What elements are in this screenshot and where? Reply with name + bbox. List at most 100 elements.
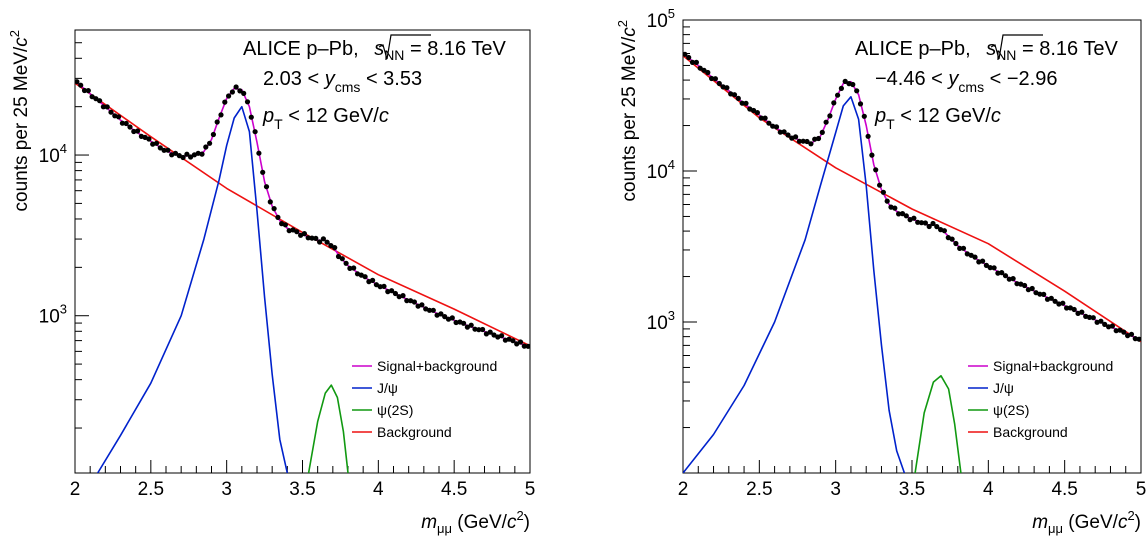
y-tick-label: 104: [39, 141, 67, 167]
x-tick-label: 4: [983, 479, 994, 500]
x-tick-label: 4.5: [441, 479, 467, 500]
annotation-pt-right: < 12 GeV/: [283, 105, 380, 127]
data-point: [842, 78, 848, 84]
data-point: [892, 205, 898, 211]
data-point: [517, 339, 524, 345]
y-axis-title: counts per 25 MeV/c2: [615, 20, 640, 202]
data-point: [271, 206, 277, 212]
data-point: [991, 265, 997, 271]
data-point: [754, 110, 761, 116]
data-point: [762, 115, 768, 121]
data-point: [781, 129, 787, 135]
data-point: [999, 270, 1005, 276]
data-point: [1010, 276, 1016, 282]
data-point: [1079, 309, 1085, 315]
y-axis-title-main: counts per 25 MeV/: [619, 36, 640, 201]
x-tick-label: 2: [70, 479, 81, 500]
data-point: [689, 59, 696, 65]
annotation-rap-left: 2.03 <: [263, 68, 325, 90]
annotation-pt-unit: c: [379, 105, 389, 127]
data-point: [226, 93, 232, 99]
y-tick-base: 10: [39, 307, 60, 328]
annotation-pt-var: p: [874, 105, 886, 127]
x-axis-title: mμμ (GeV/c2): [1032, 508, 1141, 536]
data-point: [1048, 295, 1054, 301]
legend-label-jpsi: J/ψ: [993, 380, 1014, 396]
data-point: [827, 113, 833, 119]
annotation-line3: pT < 12 GeV/c: [874, 105, 1001, 132]
data-point: [683, 51, 688, 57]
data-point: [525, 343, 530, 349]
data-point: [472, 326, 478, 332]
x-axis-title-sub: μμ: [437, 521, 452, 536]
data-point: [731, 92, 738, 98]
data-point: [899, 211, 906, 217]
data-point: [411, 299, 417, 305]
y-tick-base: 10: [647, 162, 668, 183]
data-point: [123, 120, 129, 127]
y-tick-base: 10: [647, 313, 668, 334]
data-point: [1052, 298, 1058, 304]
data-layer: [683, 51, 1141, 473]
data-layer: [75, 79, 530, 473]
data-point: [835, 92, 841, 98]
x-axis-title-var: m: [1032, 512, 1048, 533]
data-point: [735, 95, 741, 101]
data-point: [320, 236, 326, 242]
data-point: [453, 319, 459, 326]
sqrt-symbol: [378, 34, 431, 60]
data-point: [104, 104, 110, 110]
data-point: [313, 235, 319, 241]
data-point: [911, 215, 917, 221]
data-point: [419, 302, 425, 308]
data-point: [229, 89, 235, 95]
data-point: [233, 84, 239, 90]
data-point: [188, 154, 194, 160]
data-point: [953, 240, 959, 247]
data-point: [260, 169, 266, 175]
x-axis-title-exp: 2: [1127, 508, 1134, 523]
y-axis-title-main: counts per 25 MeV/: [11, 46, 32, 211]
data-point: [1125, 333, 1131, 339]
data-point: [957, 245, 963, 251]
data-point: [1109, 323, 1115, 329]
annotation-rap-var: y: [946, 68, 959, 90]
data-point: [468, 322, 474, 328]
x-axis-title-var: m: [421, 512, 437, 533]
sqrt-symbol: [990, 34, 1043, 60]
data-point: [1098, 318, 1104, 324]
data-point: [404, 298, 410, 304]
annotation-line3: pT < 12 GeV/c: [262, 105, 389, 132]
legend: Signal+background J/ψ ψ(2S) Background: [968, 358, 1113, 440]
data-point: [1056, 301, 1062, 307]
data-point: [267, 199, 273, 205]
data-point: [165, 147, 171, 153]
data-point: [116, 114, 122, 120]
data-point: [724, 85, 730, 91]
x-tick-label: 5: [1136, 479, 1147, 500]
x-axis-title-close: ): [1135, 512, 1141, 533]
x-tick-label: 4: [373, 479, 384, 500]
annotation-pt-var: p: [262, 105, 274, 127]
data-point: [184, 151, 190, 157]
data-point: [804, 138, 810, 145]
data-point: [146, 136, 152, 142]
data-point: [343, 260, 349, 266]
data-point: [153, 140, 160, 146]
data-point: [751, 107, 757, 114]
x-axis-title-unit: (GeV/: [452, 512, 508, 533]
x-tick-label: 2.5: [746, 479, 772, 500]
data-point: [248, 114, 254, 120]
data-point: [915, 219, 921, 225]
data-point: [324, 239, 330, 245]
data-point: [301, 231, 307, 237]
annotation-line2: −4.46 < ycms < −2.96: [875, 68, 1057, 95]
data-point: [983, 262, 990, 268]
data-point: [97, 98, 103, 104]
data-point: [1014, 281, 1020, 287]
data-point: [1086, 314, 1093, 320]
x-axis-title-close: ): [524, 512, 530, 533]
data-point: [400, 293, 406, 299]
